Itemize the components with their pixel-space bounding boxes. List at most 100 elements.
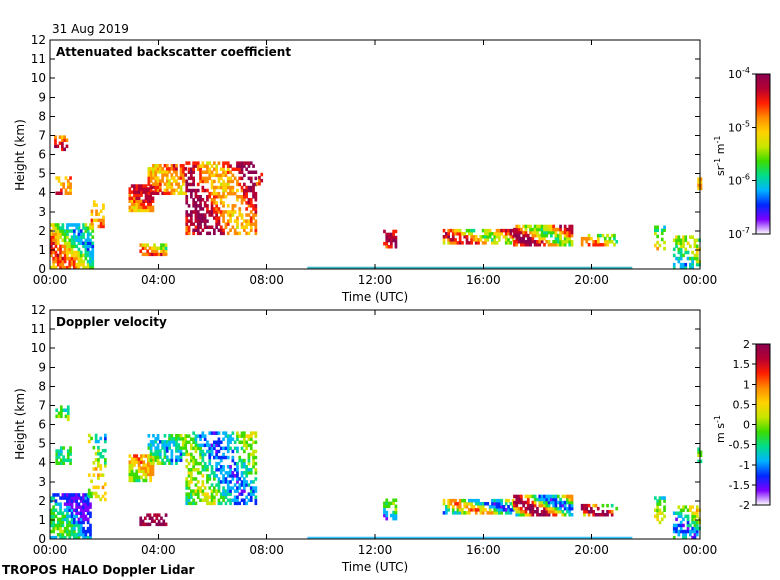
echo-cell: [63, 259, 67, 264]
echo-cell: [68, 265, 72, 270]
echo-cell: [64, 458, 68, 462]
echo-cell: [526, 240, 530, 244]
echo-cell: [82, 493, 85, 497]
echo-cell: [509, 511, 513, 515]
echo-cell: [695, 526, 699, 531]
echo-cell: [104, 439, 107, 444]
echo-cell: [554, 500, 558, 505]
echo-cell: [222, 446, 225, 451]
echo-cell: [229, 468, 232, 472]
echo-cell: [561, 500, 565, 505]
echo-cell: [203, 188, 207, 193]
echo-cell: [59, 244, 62, 249]
echo-cell: [693, 241, 697, 245]
echo-cell: [147, 469, 150, 473]
echo-cell: [226, 480, 230, 484]
echo-cell: [84, 535, 88, 540]
echo-cell: [149, 461, 153, 465]
echo-cell: [206, 449, 209, 454]
echo-cell: [260, 178, 264, 183]
echo-cell: [54, 226, 58, 230]
echo-cell: [451, 241, 455, 245]
x-tick-label: 00:00: [683, 273, 718, 287]
echo-cell: [245, 471, 248, 475]
echo-cell: [231, 207, 235, 211]
echo-cell: [513, 240, 516, 244]
echo-cell: [210, 446, 214, 451]
echo-cell: [68, 256, 72, 261]
echo-cell: [157, 252, 161, 257]
echo-cell: [208, 446, 212, 451]
echo-cell: [66, 250, 69, 255]
echo-cell: [99, 221, 103, 226]
echo-cell: [252, 222, 255, 226]
backscatter-colorbar-scale: [755, 73, 771, 235]
echo-cell: [140, 208, 143, 213]
echo-cell: [94, 458, 98, 462]
echo-feature-10: [442, 498, 515, 515]
echo-cell: [185, 452, 189, 457]
echo-cell: [165, 167, 169, 171]
echo-cell: [547, 224, 551, 229]
echo-cell: [99, 464, 103, 468]
echo-cell: [60, 188, 63, 192]
echo-cell: [52, 262, 55, 267]
echo-cell: [62, 182, 65, 186]
echo-cell: [182, 443, 185, 447]
echo-cell: [529, 230, 532, 235]
echo-cell: [187, 204, 191, 208]
echo-cell: [484, 235, 487, 239]
echo-cell: [520, 506, 523, 511]
echo-cell: [679, 523, 683, 528]
echo-cell: [502, 228, 506, 233]
echo-cell: [533, 230, 537, 235]
echo-cell: [77, 247, 81, 252]
echo-cell: [57, 449, 61, 453]
echo-cell: [654, 231, 657, 236]
echo-cell: [75, 250, 78, 255]
echo-cell: [82, 262, 85, 267]
echo-cell: [146, 243, 149, 247]
echo-cell: [155, 516, 159, 520]
echo-cell: [64, 408, 68, 412]
echo-cell: [658, 508, 662, 512]
echo-cell: [504, 232, 508, 236]
echo-cell: [679, 514, 683, 519]
echo-cell: [236, 461, 239, 466]
echo-cell: [226, 170, 230, 174]
echo-cell: [229, 474, 232, 478]
echo-cell: [243, 219, 246, 223]
echo-cell: [254, 468, 258, 472]
echo-cell: [566, 497, 569, 502]
echo-cell: [56, 262, 60, 267]
echo-cell: [68, 499, 72, 503]
echo-cell: [693, 517, 697, 522]
echo-cell: [224, 471, 228, 475]
echo-cell: [677, 241, 681, 245]
echo-cell: [52, 529, 55, 534]
echo-cell: [238, 213, 242, 217]
echo-cell: [55, 458, 59, 462]
echo-cell: [454, 498, 457, 503]
echo-cell: [140, 199, 143, 203]
echo-cell: [70, 235, 74, 239]
echo-cell: [133, 193, 136, 197]
x-tick-label: 12:00: [358, 273, 393, 287]
echo-cell: [691, 535, 694, 540]
echo-cell: [691, 259, 694, 264]
echo-cell: [231, 437, 235, 441]
echo-cell: [210, 489, 214, 493]
doppler-panel-title: Doppler velocity: [56, 315, 167, 329]
echo-cell: [568, 513, 572, 517]
echo-cell: [538, 240, 542, 244]
echo-cell: [247, 437, 251, 441]
echo-cell: [461, 241, 464, 245]
echo-cell: [387, 238, 391, 243]
echo-cell: [515, 506, 519, 511]
echo-cell: [82, 502, 85, 506]
echo-cell: [194, 161, 198, 165]
echo-cell: [194, 446, 198, 451]
echo-cell: [161, 170, 164, 174]
